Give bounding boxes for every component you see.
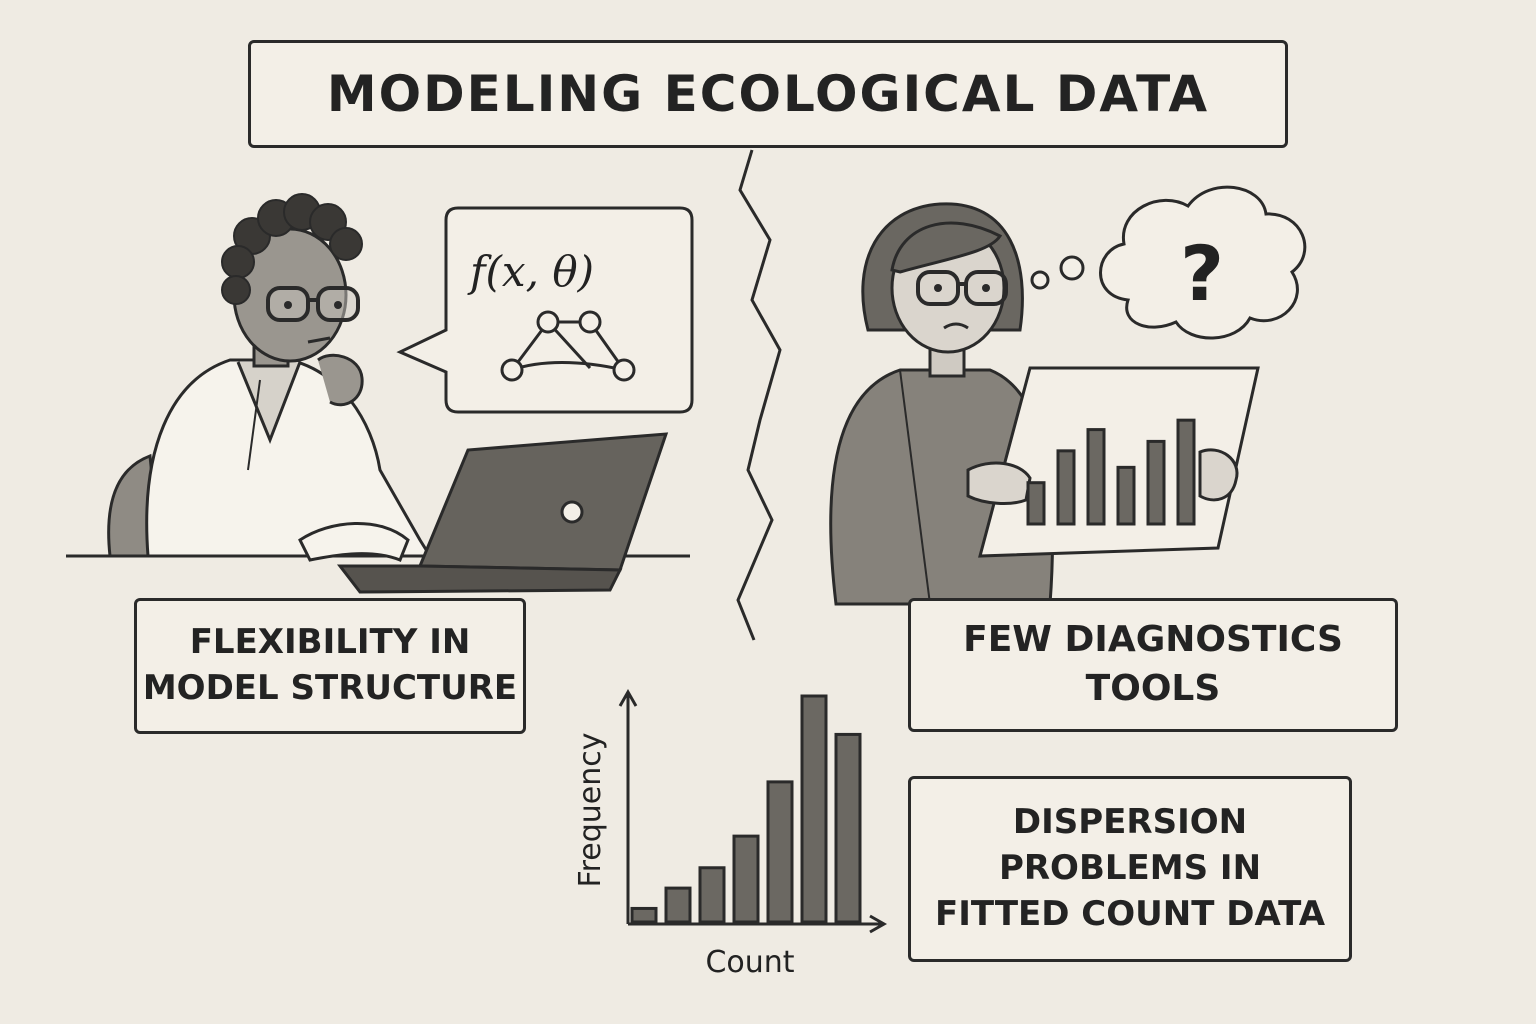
- question-mark: ?: [1180, 229, 1224, 318]
- histogram-bar: [732, 834, 760, 924]
- histogram-bar: [630, 906, 658, 924]
- histogram-bar: [698, 866, 726, 924]
- dispersion-line-3: FITTED COUNT DATA: [934, 893, 1326, 934]
- thought-cloud: [1030, 185, 1307, 340]
- dispersion-line-2: PROBLEMS IN: [998, 848, 1262, 889]
- dispersion-label-box: DISPERSION PROBLEMS IN FITTED COUNT DATA: [908, 776, 1352, 962]
- flexibility-line-1: FLEXIBILITY IN: [189, 622, 471, 663]
- histogram-bar: [766, 780, 794, 924]
- dispersion-line-1: DISPERSION: [1012, 802, 1248, 843]
- divider-zigzag: [736, 149, 782, 641]
- y-axis-arrow: [618, 688, 638, 707]
- diagnostics-line-1: FEW DIAGNOSTICS: [963, 619, 1343, 661]
- sheet-bar: [1176, 418, 1196, 526]
- flexibility-line-2: MODEL STRUCTURE: [142, 668, 518, 708]
- histogram-bar: [834, 732, 862, 924]
- histogram-bar: [664, 886, 692, 924]
- count-histogram: Count Frequency: [573, 688, 888, 980]
- chart-sheet-bars: [1026, 418, 1196, 526]
- histogram-bar: [800, 694, 828, 924]
- man-at-laptop: [66, 193, 690, 594]
- sheet-bar: [1116, 465, 1136, 526]
- sheet-bar: [1146, 439, 1166, 526]
- x-axis-label: Count: [705, 945, 794, 980]
- sheet-bar: [1056, 449, 1076, 526]
- sheet-bar: [1086, 428, 1106, 526]
- y-axis-label: Frequency: [573, 733, 608, 888]
- page-title: MODELING ECOLOGICAL DATA: [326, 65, 1210, 123]
- formula-bubble: [396, 206, 694, 414]
- x-axis-arrow: [869, 914, 888, 934]
- formula-text: f(x, θ): [467, 247, 594, 296]
- sheet-bar: [1026, 481, 1046, 526]
- diagnostics-label-box: FEW DIAGNOSTICS TOOLS: [908, 598, 1398, 732]
- title-box: MODELING ECOLOGICAL DATA: [248, 40, 1288, 148]
- graph-icon: [500, 310, 636, 382]
- flexibility-label-box: FLEXIBILITY IN MODEL STRUCTURE: [134, 598, 526, 734]
- diagnostics-line-2: TOOLS: [1085, 668, 1221, 709]
